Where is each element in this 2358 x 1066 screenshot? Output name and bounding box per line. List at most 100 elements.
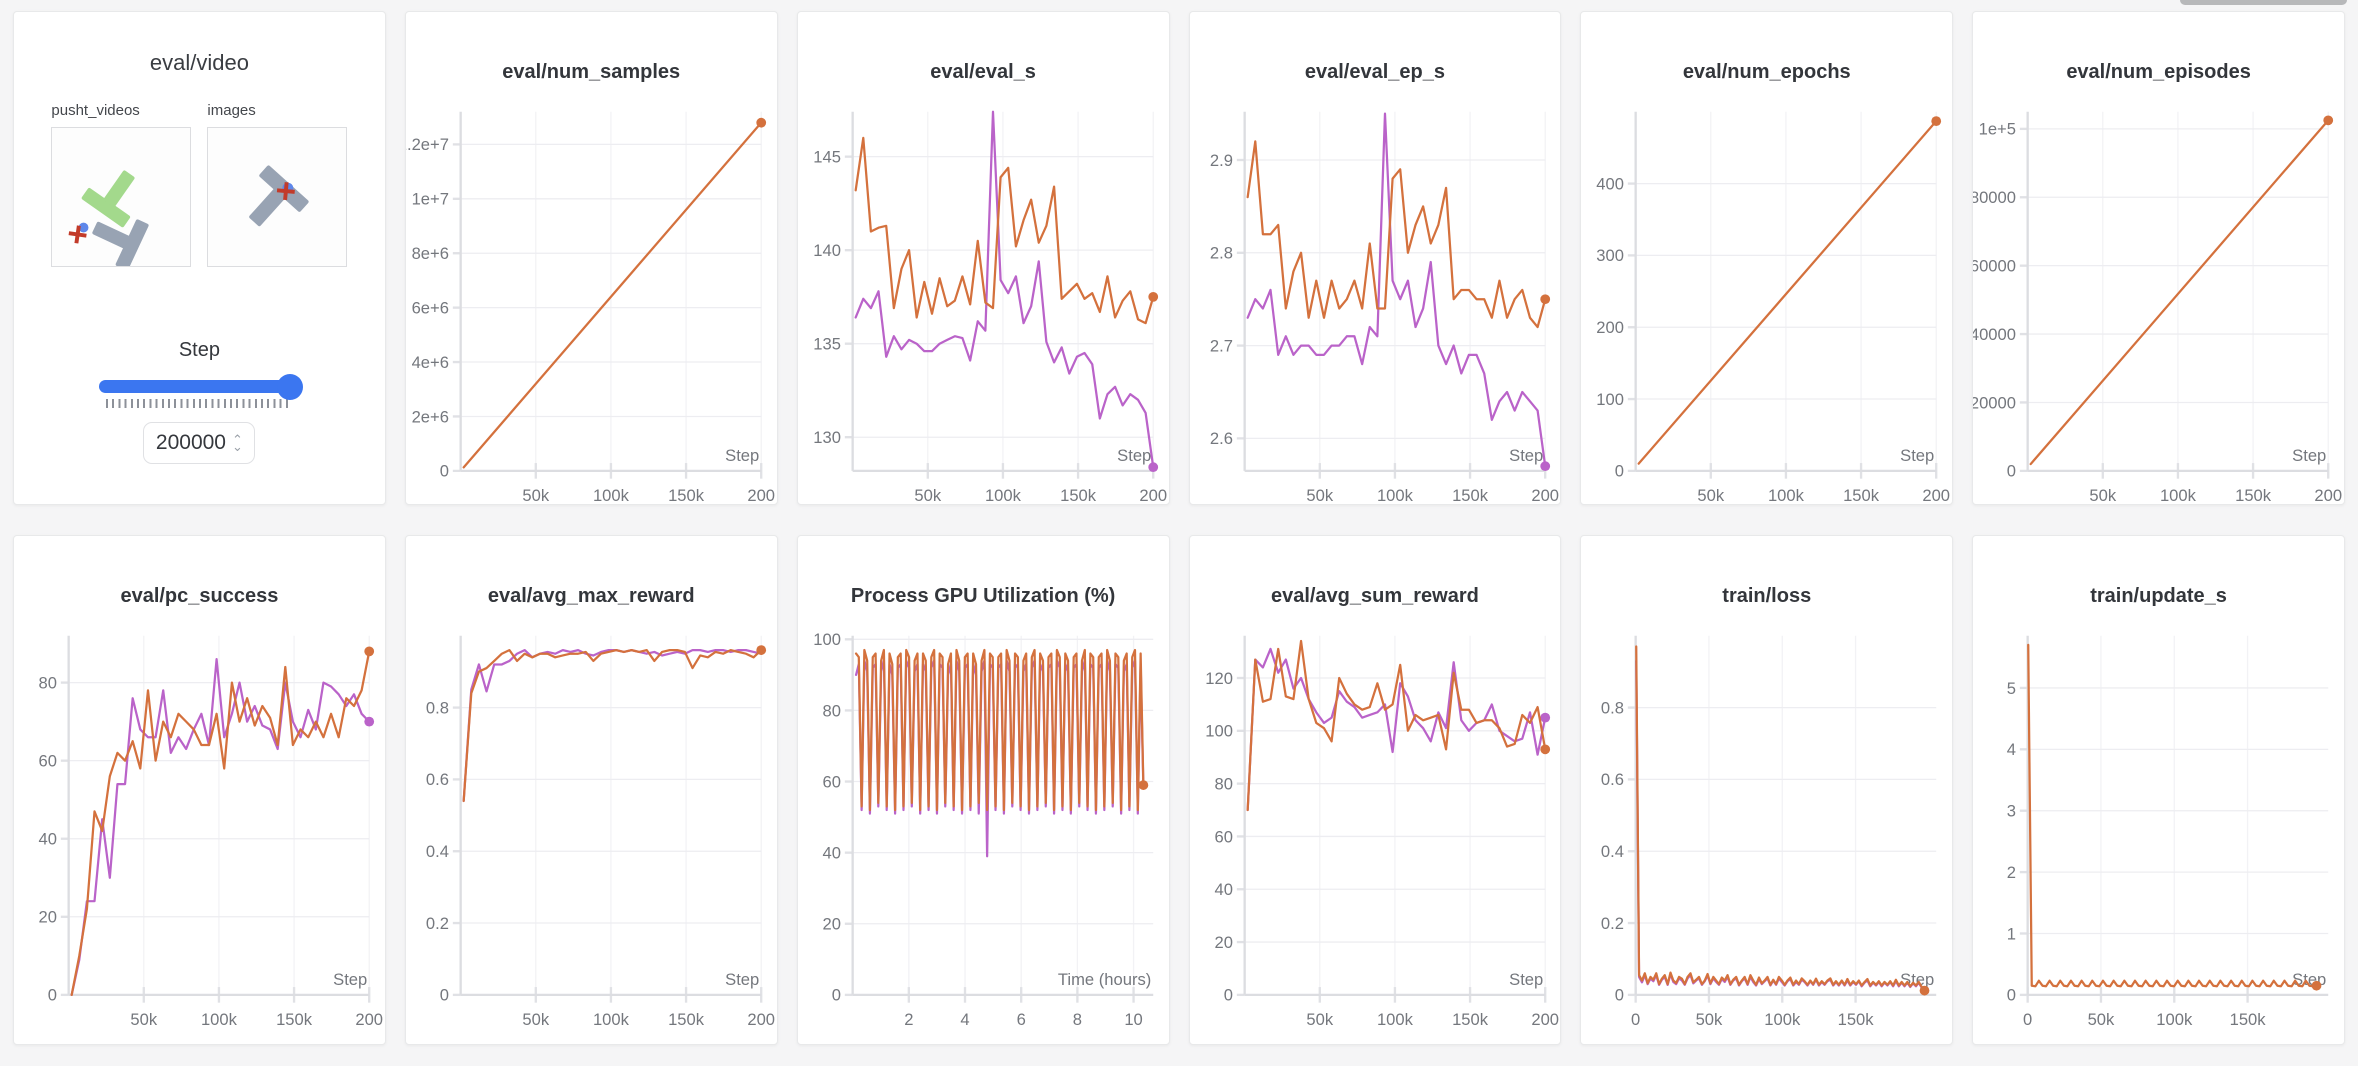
svg-text:0: 0: [1615, 462, 1624, 481]
svg-text:Step: Step: [333, 970, 367, 989]
line-chart[interactable]: 50k 100k 150k 200 2.6 2.7 2.8 2.9 Step: [1190, 102, 1561, 505]
svg-text:0.2: 0.2: [1601, 914, 1624, 933]
svg-text:20: 20: [822, 915, 840, 934]
chart-title: eval/avg_sum_reward: [1270, 585, 1479, 607]
pusht-observation-image: [249, 165, 309, 227]
svg-text:0.6: 0.6: [426, 770, 449, 789]
svg-text:150k: 150k: [1452, 1010, 1489, 1029]
agent-dot: [79, 222, 89, 233]
svg-text:Step: Step: [725, 970, 759, 989]
svg-text:150k: 150k: [2235, 486, 2272, 505]
svg-text:100: 100: [1597, 390, 1625, 409]
svg-text:20000: 20000: [1972, 393, 2016, 412]
svg-text:50k: 50k: [522, 1010, 549, 1029]
svg-text:80: 80: [822, 701, 840, 720]
svg-text:200: 200: [747, 486, 775, 505]
line-chart[interactable]: 50k 100k 150k 200 0 20000 40000 60000 80000 1e+5 S…: [1973, 102, 2344, 505]
line-chart[interactable]: 50k 100k 150k 200 130 135 140 145 Step: [798, 102, 1169, 505]
step-control: Step 200000 ⌃ ⌄: [14, 339, 385, 464]
chart-title: eval/num_epochs: [1682, 61, 1851, 83]
svg-text:200: 200: [1531, 1010, 1559, 1029]
svg-text:Step: Step: [1509, 446, 1543, 465]
svg-text:150k: 150k: [668, 1010, 705, 1029]
chart-title: eval/avg_max_reward: [487, 585, 695, 607]
panel-train-update-s: train/update_s 0 50k 100k 150k 0 1 2 3 4 5 Step: [1972, 535, 2345, 1045]
svg-text:80: 80: [38, 673, 56, 692]
svg-text:100k: 100k: [201, 1010, 238, 1029]
svg-text:60: 60: [1214, 827, 1232, 846]
slider-track[interactable]: [99, 380, 300, 393]
svg-text:1: 1: [2007, 924, 2016, 943]
svg-text:1e+7: 1e+7: [411, 190, 448, 209]
panel-eval-num-episodes: eval/num_episodes 50k 100k 150k 200 0 20000 40…: [1972, 11, 2345, 505]
step-slider[interactable]: [99, 373, 304, 400]
media-label: pusht_videos: [51, 102, 140, 119]
chart-title: eval/eval_s: [930, 61, 1036, 83]
svg-text:5: 5: [2007, 679, 2016, 698]
svg-text:200: 200: [1139, 486, 1167, 505]
svg-text:120: 120: [1205, 669, 1233, 688]
svg-text:80000: 80000: [1972, 188, 2016, 207]
step-input[interactable]: 200000 ⌃ ⌄: [143, 422, 256, 464]
chart-title: eval/num_episodes: [2066, 61, 2251, 83]
svg-text:50k: 50k: [1306, 1010, 1333, 1029]
svg-text:300: 300: [1597, 246, 1625, 265]
svg-text:0: 0: [2023, 1010, 2032, 1029]
svg-text:0: 0: [1223, 986, 1232, 1005]
green-t-block: [82, 170, 135, 228]
scrolled-panel-fragment: [2180, 0, 2347, 5]
svg-text:0.4: 0.4: [1601, 842, 1624, 861]
svg-text:0: 0: [1615, 986, 1624, 1005]
svg-text:40: 40: [1214, 880, 1232, 899]
media-images[interactable]: images: [207, 102, 348, 267]
svg-text:40: 40: [822, 844, 840, 863]
svg-text:200: 200: [1531, 486, 1559, 505]
line-chart[interactable]: 50k 100k 150k 200 0 20 40 60 80 Step: [14, 626, 385, 1045]
pusht-video-thumbnail[interactable]: [51, 127, 192, 267]
panel-eval-pc-success: eval/pc_success 50k 100k 150k 200 0 20 40 60 80 S…: [13, 535, 386, 1045]
gray-t-block: [92, 219, 149, 266]
svg-text:Time (hours): Time (hours): [1058, 970, 1151, 989]
svg-text:140: 140: [813, 241, 841, 260]
svg-text:8e+6: 8e+6: [411, 244, 448, 263]
svg-text:4e+6: 4e+6: [411, 353, 448, 372]
line-chart[interactable]: 50k 100k 150k 200 0 0.2 0.4 0.6 0.8 Step: [406, 626, 777, 1045]
svg-text:50k: 50k: [1698, 486, 1725, 505]
panel-eval-num-epochs: eval/num_epochs 50k 100k 150k 200 0 100 200 300…: [1580, 11, 1954, 505]
svg-text:0: 0: [1631, 1010, 1640, 1029]
svg-text:0.6: 0.6: [1601, 770, 1624, 789]
line-chart[interactable]: 50k 100k 150k 200 0 2e+6 4e+6 6e+6 8e+6 1e+7 1.2e+…: [406, 102, 777, 505]
chart-title: train/update_s: [2090, 585, 2227, 607]
chart-title: Process GPU Utilization (%): [850, 585, 1116, 607]
svg-text:100k: 100k: [1768, 486, 1805, 505]
media-pusht-videos[interactable]: pusht_videos: [51, 102, 192, 267]
step-value[interactable]: 200000: [155, 431, 226, 454]
svg-text:4: 4: [2007, 740, 2016, 759]
target-cross-icon: [277, 182, 296, 201]
svg-text:20: 20: [38, 908, 56, 927]
svg-text:150k: 150k: [668, 486, 705, 505]
svg-text:0.2: 0.2: [426, 914, 449, 933]
svg-text:200: 200: [1597, 318, 1625, 337]
svg-text:2: 2: [904, 1010, 913, 1029]
stepper-arrows-icon[interactable]: ⌃ ⌄: [231, 432, 243, 454]
images-thumbnail[interactable]: [207, 127, 348, 267]
panel-eval-eval-ep-s: eval/eval_ep_s 50k 100k 150k 200 2.6 2.7 2.8 2.…: [1188, 11, 1562, 505]
chart-title: eval/eval_ep_s: [1304, 61, 1445, 83]
line-chart[interactable]: 50k 100k 150k 200 0 100 200 300 400 Step: [1581, 102, 1952, 505]
line-chart[interactable]: 50k 100k 150k 200 0 20 40 60 80 100 120 Step: [1190, 626, 1561, 1045]
svg-text:100: 100: [813, 630, 841, 649]
slider-knob[interactable]: [277, 373, 304, 400]
svg-text:20: 20: [1214, 933, 1232, 952]
svg-text:50k: 50k: [522, 486, 549, 505]
svg-text:150k: 150k: [1843, 486, 1880, 505]
svg-text:100k: 100k: [593, 486, 630, 505]
chart-title: train/loss: [1722, 585, 1812, 607]
panel-eval-avg-sum-reward: eval/avg_sum_reward 50k 100k 150k 200 0 20 40 6…: [1188, 535, 1562, 1045]
step-slider-label: Step: [178, 339, 220, 361]
svg-text:Step: Step: [1117, 446, 1151, 465]
panel-title: eval/video: [149, 50, 249, 75]
